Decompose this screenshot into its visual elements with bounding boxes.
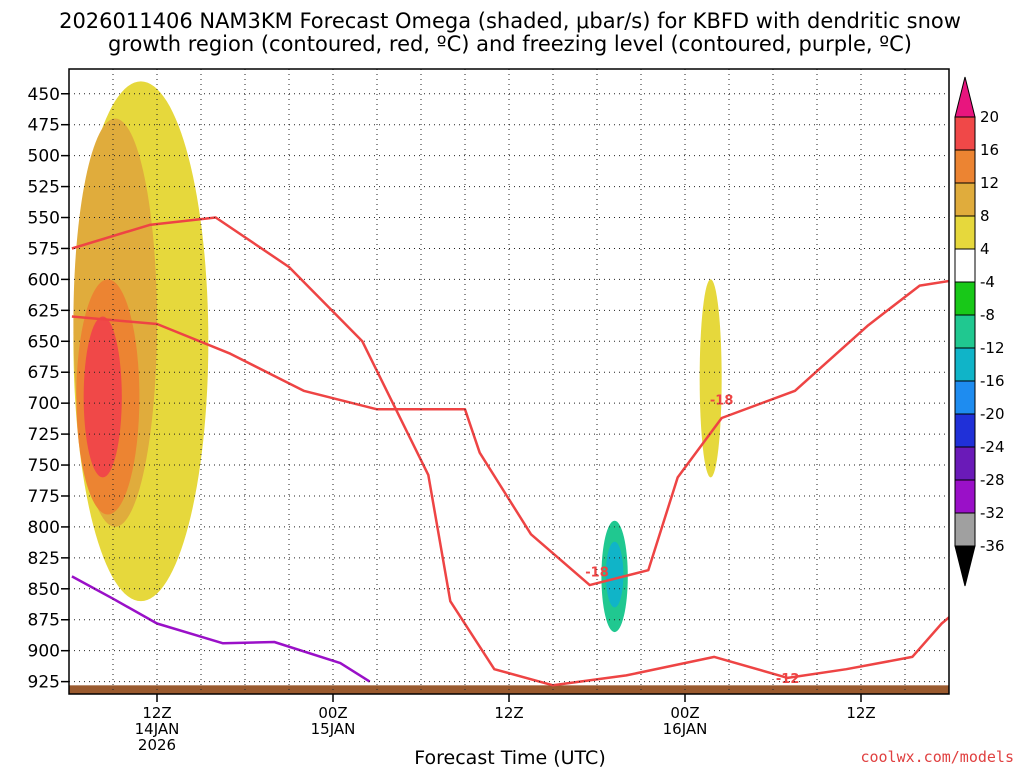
colorbar-label-4: 8 xyxy=(980,207,990,225)
credit-text: coolwx.com/models xyxy=(860,748,1014,766)
x-tick-label-2-2: 15JAN xyxy=(311,720,356,738)
colorbar-label-7: -8 xyxy=(980,306,995,324)
chart-title-line2: growth region (contoured, red, ºC) and f… xyxy=(108,32,912,56)
colorbar-label-9: -16 xyxy=(980,372,1005,390)
contour-freezing-level xyxy=(71,575,371,683)
x-tick-label-3-1: 12Z xyxy=(494,704,523,722)
x-tick-label-1-1: 12Z xyxy=(142,704,171,722)
colorbar-label-8: -12 xyxy=(980,339,1005,357)
colorbar-label-1: 20 xyxy=(980,108,999,126)
y-tick-label-575: 575 xyxy=(28,239,60,259)
omega-region-16 xyxy=(699,279,722,478)
colorbar: 20 16 12 8 4 -4 -8 -12 -16 -20 -24 -28 -32 -36 xyxy=(954,76,1005,587)
colorbar-segment-3 xyxy=(954,182,976,217)
x-axis-label: Forecast Time (UTC) xyxy=(414,747,605,768)
y-tick-label-725: 725 xyxy=(28,425,60,445)
colorbar-label-2: 16 xyxy=(980,141,999,159)
y-tick-label-500: 500 xyxy=(28,147,60,167)
y-tick-label-700: 700 xyxy=(28,394,60,414)
y-tick-label-650: 650 xyxy=(28,332,60,352)
x-tick-label-4-1: 00Z xyxy=(670,704,699,722)
colorbar-label-12: -28 xyxy=(980,471,1005,489)
y-tick-label-800: 800 xyxy=(28,518,60,538)
colorbar-segment-9 xyxy=(954,380,976,415)
colorbar-label-13: -32 xyxy=(980,504,1005,522)
colorbar-label-5: 4 xyxy=(980,240,990,258)
y-tick-label-825: 825 xyxy=(28,549,60,569)
omega-region-10 xyxy=(664,536,691,645)
colorbar-label-10: -20 xyxy=(980,405,1005,423)
colorbar-segment-6 xyxy=(954,281,976,316)
y-tick-label-600: 600 xyxy=(28,270,60,290)
y-tick-label-925: 925 xyxy=(28,673,60,693)
y-tick-label-525: 525 xyxy=(28,178,60,198)
y-tick-label-775: 775 xyxy=(28,487,60,507)
colorbar-segment-12 xyxy=(954,479,976,514)
grid-lines xyxy=(69,69,949,694)
y-tick-label-750: 750 xyxy=(28,456,60,476)
y-tick-label-550: 550 xyxy=(28,209,60,229)
contour-label-3: -12 xyxy=(776,672,800,687)
contour-lines: -18 -18 -12 xyxy=(71,216,949,687)
omega-region-8 xyxy=(429,294,463,456)
omega-region-5 xyxy=(83,316,122,478)
colorbar-segment-7 xyxy=(954,314,976,349)
colorbar-label-14: -36 xyxy=(980,537,1005,555)
colorbar-segment-top xyxy=(954,76,976,118)
omega-region-11 xyxy=(934,168,949,426)
colorbar-segment-bottom xyxy=(954,545,976,587)
y-tick-label-675: 675 xyxy=(28,363,60,383)
colorbar-segment-1 xyxy=(954,116,976,151)
omega-region-14 xyxy=(663,99,729,181)
colorbar-segment-5 xyxy=(954,248,976,283)
contour-label-2: -18 xyxy=(585,565,609,580)
x-tick-label-1-3: 2026 xyxy=(138,736,176,754)
omega-region-6 xyxy=(344,71,377,261)
x-tick-label-2-1: 00Z xyxy=(318,704,347,722)
contour-minus12 xyxy=(71,216,949,687)
colorbar-label-3: 12 xyxy=(980,174,999,192)
x-tick-label-1-2: 14JAN xyxy=(135,720,180,738)
omega-region-7 xyxy=(447,71,477,364)
colorbar-segment-8 xyxy=(954,347,976,382)
x-tick-label-5-1: 12Z xyxy=(846,704,875,722)
colorbar-segment-11 xyxy=(954,446,976,481)
contour-minus18 xyxy=(71,279,949,587)
y-tick-label-850: 850 xyxy=(28,580,60,600)
omega-region-15 xyxy=(670,180,818,478)
y-tick-label-900: 900 xyxy=(28,642,60,662)
colorbar-segment-4 xyxy=(954,215,976,250)
colorbar-label-6: -4 xyxy=(980,273,995,291)
x-tick-label-4-2: 16JAN xyxy=(663,720,708,738)
contour-label-1: -18 xyxy=(710,393,734,408)
y-axis: 450 475 500 525 550 575 600 625 650 675 700 725 750 7… xyxy=(28,85,69,693)
y-tick-label-450: 450 xyxy=(28,85,60,105)
y-tick-label-475: 475 xyxy=(28,116,60,136)
colorbar-label-11: -24 xyxy=(980,438,1005,456)
y-tick-label-875: 875 xyxy=(28,611,60,631)
omega-region-17 xyxy=(905,508,949,626)
plot-area xyxy=(73,71,949,649)
colorbar-segment-10 xyxy=(954,413,976,448)
y-tick-label-625: 625 xyxy=(28,301,60,321)
chart-title-line1: 2026011406 NAM3KM Forecast Omega (shaded… xyxy=(59,9,961,33)
colorbar-segment-13 xyxy=(954,512,976,547)
colorbar-segment-2 xyxy=(954,149,976,184)
